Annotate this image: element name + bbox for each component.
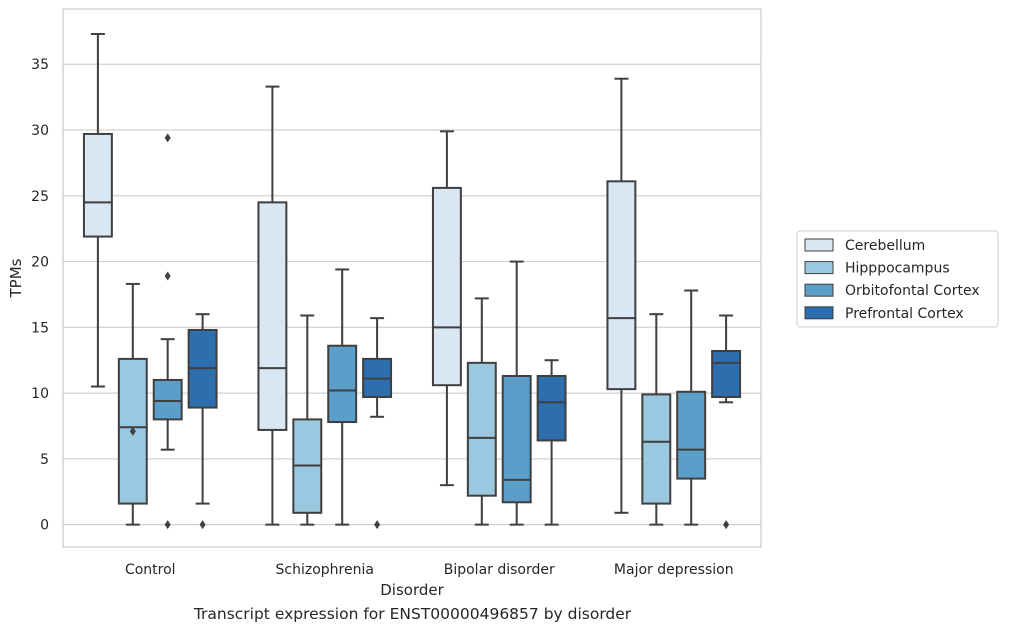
- y-axis-label: TPMs: [7, 258, 25, 298]
- outlier-point-0: [374, 520, 381, 530]
- box-prefrontal-cortex-schizophrenia: [362, 317, 393, 530]
- legend-label-orbitofontal-cortex: Orbitofontal Cortex: [845, 283, 980, 299]
- box-hipppocampus-major-depression: [641, 313, 672, 526]
- y-tick-label-5: 5: [40, 452, 49, 468]
- outlier-point-0: [199, 520, 206, 530]
- box-orbitofontal-cortex-schizophrenia: [327, 268, 358, 526]
- box-hipppocampus-control: [117, 282, 148, 526]
- x-tick-label-major-depression: Major depression: [614, 562, 734, 578]
- box-orbitofontal-cortex-major-depression: [676, 289, 707, 526]
- legend-label-cerebellum: Cerebellum: [845, 238, 925, 254]
- box-body: [606, 180, 637, 391]
- box-prefrontal-cortex-control: [187, 313, 218, 530]
- box-orbitofontal-cortex-control: [152, 133, 183, 530]
- y-tick-label-0: 0: [40, 518, 49, 534]
- outlier-point-2: [164, 520, 171, 530]
- box-body: [641, 393, 672, 505]
- box-body: [257, 201, 288, 431]
- outlier-point-0: [723, 520, 730, 530]
- box-cerebellum-major-depression: [606, 77, 637, 514]
- box-body: [327, 344, 358, 424]
- x-tick-label-schizophrenia: Schizophrenia: [276, 562, 374, 578]
- box-cerebellum-control: [82, 32, 113, 388]
- y-tick-label-10: 10: [31, 386, 49, 402]
- legend-label-hipppocampus: Hipppocampus: [845, 261, 950, 277]
- box-body: [431, 186, 462, 387]
- legend-swatch-cerebellum: [804, 238, 834, 252]
- box-body: [711, 350, 742, 399]
- outlier-point-0: [129, 426, 136, 436]
- box-prefrontal-cortex-bipolar-disorder: [536, 359, 567, 526]
- box-body: [152, 378, 183, 421]
- y-tick-label-35: 35: [31, 57, 49, 73]
- legend-frame: [796, 230, 999, 328]
- x-tick-label-bipolar-disorder: Bipolar disorder: [444, 562, 555, 578]
- x-axis-ticks: Control Schizophrenia Bipolar disorder Majo…: [125, 562, 734, 578]
- box-prefrontal-cortex-major-depression: [711, 314, 742, 530]
- outlier-point-0: [164, 133, 171, 143]
- box-cerebellum-bipolar-disorder: [431, 130, 462, 487]
- plot-frame: [62, 8, 762, 548]
- x-tick-label-control: Control: [125, 562, 176, 578]
- box-hipppocampus-schizophrenia: [292, 314, 323, 526]
- y-tick-label-30: 30: [31, 123, 49, 139]
- box-body: [536, 374, 567, 442]
- box-body: [501, 374, 532, 504]
- box-hipppocampus-bipolar-disorder: [466, 297, 497, 526]
- y-tick-label-25: 25: [31, 189, 49, 205]
- box-orbitofontal-cortex-bipolar-disorder: [501, 260, 532, 526]
- x-axis-label: Disorder: [380, 581, 444, 599]
- outlier-point-1: [164, 271, 171, 281]
- box-body: [82, 132, 113, 238]
- box-cerebellum-schizophrenia: [257, 85, 288, 526]
- y-tick-label-15: 15: [31, 320, 49, 336]
- legend-label-prefrontal-cortex: Prefrontal Cortex: [845, 306, 964, 322]
- y-axis-ticks: 0 5 10 15 20 25 30 35: [31, 57, 49, 533]
- legend-swatch-prefrontal-cortex: [804, 306, 834, 320]
- y-tick-label-20: 20: [31, 255, 49, 271]
- boxes: [82, 32, 742, 530]
- figure-caption: Transcript expression for ENST0000049685…: [193, 605, 632, 623]
- legend-swatch-hipppocampus: [804, 261, 834, 275]
- box-body: [676, 390, 707, 480]
- legend: Cerebellum Hipppocampus Orbitofontal Corte…: [796, 230, 999, 328]
- box-body: [466, 361, 497, 497]
- legend-swatch-orbitofontal-cortex: [804, 283, 834, 297]
